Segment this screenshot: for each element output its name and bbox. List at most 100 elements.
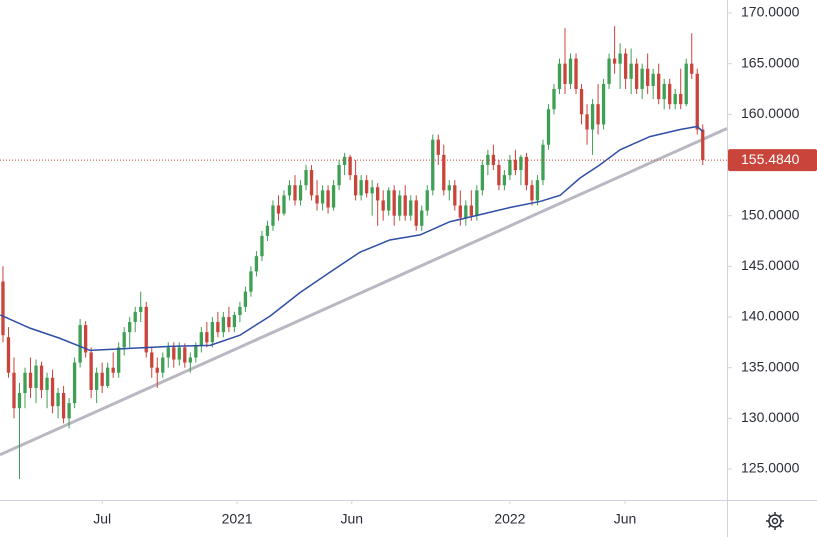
candle-body <box>205 332 209 343</box>
x-tick-label: Jun <box>614 511 637 527</box>
candle-body <box>398 195 402 216</box>
candle-body <box>78 325 82 363</box>
candle-body <box>519 156 523 171</box>
candle-body <box>392 190 396 216</box>
candle-body <box>309 170 314 196</box>
candle-body <box>464 205 468 218</box>
y-tick-label: 160.0000 <box>741 105 800 121</box>
candle-body <box>425 190 429 211</box>
candle-body <box>28 372 33 388</box>
candle-body <box>348 156 352 176</box>
candle-body <box>657 73 661 100</box>
candle-body <box>304 170 308 186</box>
candle-body <box>221 316 226 333</box>
candle-body <box>364 180 369 194</box>
candle-body <box>106 367 110 386</box>
candle-body <box>387 190 391 211</box>
y-tick-label: 150.0000 <box>741 206 800 222</box>
candle-body <box>331 185 336 208</box>
candle-body <box>320 190 325 204</box>
candle-body <box>243 291 248 307</box>
y-tick-label: 125.0000 <box>741 460 800 476</box>
candle-body <box>282 195 286 214</box>
moving-average <box>0 125 704 352</box>
x-tick-label: Jul <box>93 511 111 527</box>
candle-body <box>238 306 242 315</box>
candle-body <box>265 225 270 236</box>
last-price-label: 155.4840 <box>741 151 800 167</box>
candle-body <box>39 365 44 390</box>
candle-body <box>260 235 264 257</box>
candle-body <box>353 175 358 196</box>
candle-body <box>276 205 281 214</box>
candle-body <box>491 154 496 165</box>
candle-body <box>150 352 154 368</box>
candle-body <box>601 83 606 125</box>
candle-body <box>618 53 622 64</box>
candle-body <box>100 372 104 386</box>
candle-body <box>502 175 507 186</box>
candle-body <box>690 63 694 74</box>
settings-gear[interactable] <box>766 512 784 530</box>
candle-body <box>436 139 440 155</box>
candle-body <box>34 365 38 388</box>
candle-body <box>298 185 303 201</box>
candle-body <box>662 83 666 100</box>
candle-body <box>61 392 66 419</box>
candle-body <box>45 377 49 390</box>
candle-body <box>684 63 688 105</box>
candle-body <box>56 392 60 407</box>
candle-body <box>557 63 562 89</box>
candle-body <box>453 185 457 206</box>
x-tick-label: 2022 <box>494 511 525 527</box>
candle-body <box>117 347 121 373</box>
candle-body <box>420 210 424 226</box>
candle-body <box>161 357 165 373</box>
candle-body <box>524 156 529 186</box>
candle-body <box>475 190 479 216</box>
candle-body <box>486 154 490 165</box>
candle-body <box>679 94 683 105</box>
candle-body <box>612 58 617 64</box>
candle-body <box>227 316 231 328</box>
candle-body <box>89 352 93 390</box>
candle-body <box>607 58 611 84</box>
candle-body <box>210 322 215 343</box>
candle-body <box>133 311 137 323</box>
candle-body <box>530 185 534 201</box>
candle-body <box>409 200 413 216</box>
x-tick-label: Jun <box>340 511 363 527</box>
candle-body <box>111 367 115 373</box>
candle-body <box>651 73 655 86</box>
candle-body <box>166 347 170 358</box>
candle-body <box>17 392 22 409</box>
y-tick-label: 140.0000 <box>741 308 800 324</box>
candle-body <box>122 332 126 348</box>
candle-body <box>216 322 220 333</box>
candle-body <box>199 332 203 346</box>
candle-body <box>646 68 650 86</box>
candle-body <box>623 53 628 79</box>
y-tick-label: 165.0000 <box>741 54 800 70</box>
candle-body <box>144 306 148 353</box>
candle-body <box>139 306 143 312</box>
candle-body <box>67 403 71 419</box>
candle-body <box>94 372 99 390</box>
candle-body <box>574 58 578 89</box>
candle-body <box>337 164 341 186</box>
x-tick-label: 2021 <box>222 511 253 527</box>
candle-body <box>232 314 237 328</box>
candle-body <box>673 94 677 105</box>
candle-body <box>535 180 540 201</box>
candle-body <box>480 164 485 191</box>
candle-body <box>563 63 567 84</box>
candle-body <box>596 104 600 125</box>
candle-body <box>128 322 132 333</box>
candle-body <box>370 187 374 194</box>
candle-body <box>287 185 292 196</box>
candle-body <box>546 109 551 145</box>
candle-body <box>6 337 11 373</box>
candle-body <box>668 83 672 105</box>
candle-body <box>188 357 192 363</box>
